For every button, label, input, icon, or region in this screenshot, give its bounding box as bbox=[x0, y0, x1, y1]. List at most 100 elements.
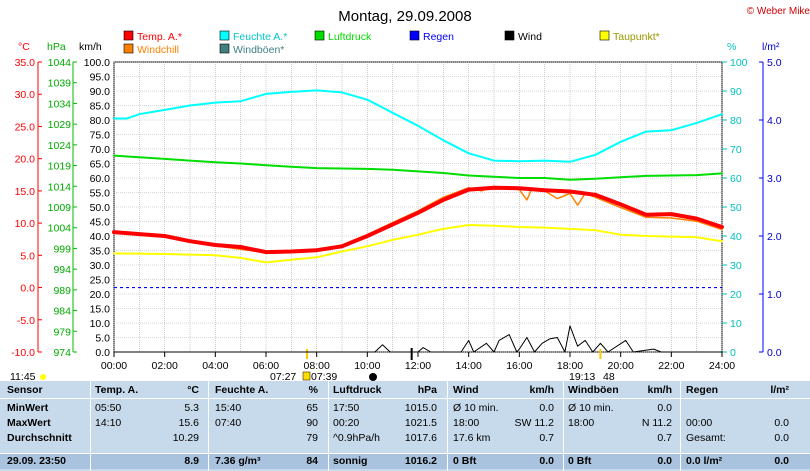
x-axis-tick: 12:00 bbox=[405, 360, 431, 372]
chart-axes: -10.0 -5.0 0.0 5.0 10.0 15.0 20.0 25.0 30.0 35.0 °… bbox=[10, 41, 782, 381]
summary-cell: 90 bbox=[306, 417, 318, 429]
summary-cell: % bbox=[308, 384, 318, 396]
chart-series bbox=[112, 89, 724, 353]
summary-current-row: 29.09. 23:50 8.9 7.36 g/m³ 84 sonnig 1016.2 0 … bbox=[0, 454, 810, 469]
temp-axis-tick: 5.0 bbox=[20, 250, 35, 262]
summary-cell: 0.0 bbox=[539, 455, 554, 467]
summary-cell: SW 11.2 bbox=[514, 417, 555, 429]
wind-axis-tick: 65.0 bbox=[90, 159, 111, 171]
summary-cell: MinWert bbox=[7, 402, 49, 414]
humidity-axis-tick: 10 bbox=[730, 318, 742, 330]
chart-legend: Temp. A.* Feuchte A.* Luftdruck Regen Wind Ta… bbox=[123, 30, 660, 56]
rain-axis-tick: 3.0 bbox=[767, 173, 782, 185]
summary-cell: 18:00 bbox=[568, 417, 595, 429]
pressure-axis-tick: 979 bbox=[53, 326, 71, 338]
wind-axis-tick: 0.0 bbox=[95, 347, 110, 359]
summary-max-row: MaxWert 14:10 15.6 07:40 90 00:20 1021.5 18:00 S… bbox=[0, 416, 810, 431]
legend-label: Regen bbox=[423, 31, 454, 43]
humidity-axis-tick: 30 bbox=[730, 260, 742, 272]
summary-cell: km/h bbox=[529, 384, 554, 396]
summary-avg-row: Durchschnitt 10.29 79 ^0.9hPa/h 1017.6 17.6 k… bbox=[0, 431, 810, 446]
legend-swatch bbox=[314, 30, 325, 41]
summary-cell: N 11.2 bbox=[641, 417, 672, 429]
moon-icon bbox=[369, 373, 377, 381]
summary-min-row: MinWert 05:50 5.3 15:40 65 17:50 1015.0 Ø 10 mi… bbox=[0, 401, 810, 416]
wind-axis-tick: 80.0 bbox=[90, 115, 111, 127]
wind-axis-tick: 25.0 bbox=[90, 275, 111, 287]
humidity-axis-tick: 90 bbox=[730, 86, 742, 98]
legend-label: Temp. A.* bbox=[137, 31, 182, 43]
summary-cell: Feuchte A. bbox=[215, 384, 269, 396]
weather-chart: -10.0 -5.0 0.0 5.0 10.0 15.0 20.0 25.0 30.0 35.0 °… bbox=[10, 6, 810, 381]
summary-cell: 00:00 bbox=[686, 417, 713, 429]
wind-axis-tick: 100.0 bbox=[84, 57, 110, 69]
series-luftdruck bbox=[113, 154, 723, 181]
summary-cell: Ø 10 min. bbox=[453, 402, 499, 414]
temp-axis-tick: 10.0 bbox=[15, 218, 36, 230]
rain-axis-tick: 2.0 bbox=[767, 231, 782, 243]
chart-credit: © Weber Mike bbox=[747, 6, 810, 17]
humidity-axis-tick: 100 bbox=[730, 57, 748, 69]
legend-swatch bbox=[504, 30, 515, 41]
summary-column-divider bbox=[563, 381, 564, 471]
temp-axis-tick: 15.0 bbox=[15, 186, 36, 198]
wind-axis-tick: 40.0 bbox=[90, 231, 111, 243]
temp-axis-tick: -10.0 bbox=[11, 347, 35, 359]
wind-axis-tick: 75.0 bbox=[90, 130, 111, 142]
temp-axis-tick: 0.0 bbox=[20, 283, 35, 295]
summary-column-divider bbox=[328, 381, 329, 471]
summary-cell: 0 Bft bbox=[568, 455, 592, 467]
summary-cell: Luftdruck bbox=[333, 384, 382, 396]
summary-cell: Ø 10 min. bbox=[568, 402, 614, 414]
x-axis-tick: 02:00 bbox=[152, 360, 178, 372]
legend-label: Wind bbox=[518, 31, 542, 43]
summary-cell: 8.9 bbox=[184, 455, 199, 467]
legend-swatch bbox=[409, 30, 420, 41]
legend-label: Windböen* bbox=[233, 44, 284, 56]
wind-axis-tick: 90.0 bbox=[90, 86, 111, 98]
rain-axis-tick: 1.0 bbox=[767, 289, 782, 301]
summary-cell: 0.7 bbox=[539, 432, 554, 444]
pressure-axis-tick: 989 bbox=[53, 285, 71, 297]
wind-axis-tick: 20.0 bbox=[90, 289, 111, 301]
humidity-axis-tick: 50 bbox=[730, 202, 742, 214]
summary-cell: 65 bbox=[306, 402, 318, 414]
wind-axis-tick: 45.0 bbox=[90, 217, 111, 229]
wind-axis-tick: 15.0 bbox=[90, 304, 111, 316]
legend-label: Luftdruck bbox=[328, 31, 372, 43]
legend-swatch bbox=[123, 43, 134, 54]
sunrise-label: 07:39 bbox=[311, 371, 337, 381]
summary-cell: Gesamt: bbox=[686, 432, 726, 444]
chart-title: Montag, 29.09.2008 bbox=[338, 8, 471, 25]
wind-axis-tick: 60.0 bbox=[90, 173, 111, 185]
humidity-axis-tick: 60 bbox=[730, 173, 742, 185]
temp-axis-tick: 30.0 bbox=[15, 89, 36, 101]
summary-cell: MaxWert bbox=[7, 417, 51, 429]
series-feuchte-a bbox=[113, 89, 723, 163]
summary-cell: Sensor bbox=[7, 384, 43, 396]
series-wind bbox=[113, 325, 723, 353]
summary-cell: 5.3 bbox=[184, 402, 199, 414]
sunrise-icon bbox=[302, 371, 311, 381]
summary-cell: 79 bbox=[306, 432, 318, 444]
summary-cell: 15.6 bbox=[178, 417, 199, 429]
summary-table: Sensor Temp. A. °C Feuchte A.% Luftdruck hPa W… bbox=[0, 381, 810, 471]
rain-axis-tick: 4.0 bbox=[767, 115, 782, 127]
x-axis-tick: 04:00 bbox=[202, 360, 228, 372]
wind-axis-tick: 70.0 bbox=[90, 144, 111, 156]
x-axis-tick: 24:00 bbox=[709, 360, 735, 372]
summary-cell: ^0.9hPa/h bbox=[333, 432, 380, 444]
summary-cell: 0.0 bbox=[539, 402, 554, 414]
summary-row-divider bbox=[0, 453, 810, 454]
summary-cell: 1015.0 bbox=[404, 402, 437, 414]
pressure-axis-tick: 1019 bbox=[48, 161, 72, 173]
summary-cell: 17:50 bbox=[333, 402, 360, 414]
summary-cell: 0.0 l/m² bbox=[686, 455, 723, 467]
summary-cell: 0.0 bbox=[657, 455, 672, 467]
pressure-axis-tick: 1014 bbox=[48, 181, 72, 193]
summary-cell: 29.09. 23:50 bbox=[7, 455, 66, 467]
summary-cell: 07:40 bbox=[215, 417, 242, 429]
legend-label: Feuchte A.* bbox=[233, 31, 287, 43]
legend-label: Windchill bbox=[137, 44, 179, 56]
temp-axis-tick: 20.0 bbox=[15, 154, 36, 166]
